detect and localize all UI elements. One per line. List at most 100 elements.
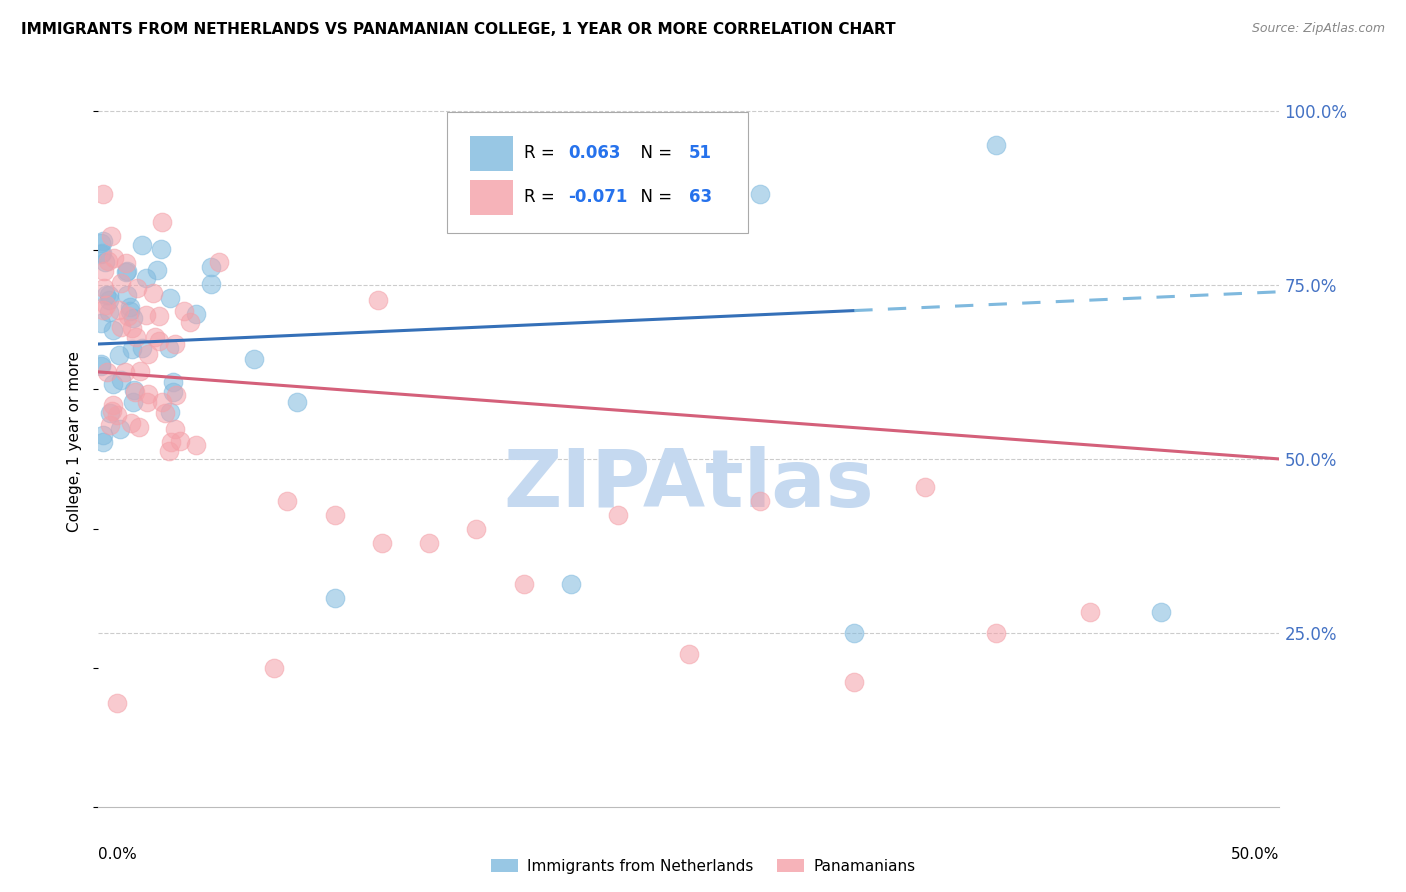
Point: [263, 661, 285, 675]
Point: [98, 288, 121, 302]
Point: [200, 260, 222, 274]
Text: 63: 63: [689, 188, 711, 206]
Point: [157, 341, 180, 355]
Point: [748, 493, 770, 508]
Point: [165, 337, 187, 351]
Point: [121, 310, 143, 325]
Point: [159, 434, 181, 449]
Point: [90, 246, 112, 260]
Point: [844, 626, 866, 640]
Point: [173, 304, 195, 318]
Point: [91, 187, 114, 202]
Point: [97, 305, 120, 319]
Point: [127, 281, 149, 295]
Point: [1080, 605, 1102, 619]
Point: [128, 419, 150, 434]
Point: [138, 387, 160, 401]
Point: [135, 308, 157, 322]
Point: [105, 696, 128, 710]
Point: [367, 293, 389, 307]
Point: [186, 438, 208, 452]
Text: N =: N =: [630, 188, 678, 206]
Point: [90, 246, 112, 260]
Point: [101, 403, 124, 417]
Point: [105, 409, 128, 423]
Point: [131, 341, 153, 355]
Point: [117, 309, 139, 323]
Point: [90, 316, 112, 330]
Point: [115, 256, 138, 270]
Text: IMMIGRANTS FROM NETHERLANDS VS PANAMANIAN COLLEGE, 1 YEAR OR MORE CORRELATION CH: IMMIGRANTS FROM NETHERLANDS VS PANAMANIA…: [21, 22, 896, 37]
Point: [323, 591, 346, 606]
Point: [117, 288, 139, 302]
Point: [155, 406, 177, 420]
Point: [98, 406, 121, 420]
Point: [159, 404, 181, 418]
Point: [184, 308, 207, 322]
Point: [98, 417, 121, 432]
Point: [560, 577, 582, 591]
FancyBboxPatch shape: [447, 112, 748, 233]
Point: [120, 300, 142, 314]
Point: [96, 366, 118, 380]
Y-axis label: College, 1 year or more: College, 1 year or more: [67, 351, 83, 532]
Point: [121, 342, 143, 356]
Point: [678, 647, 700, 661]
Point: [125, 330, 148, 344]
Point: [1150, 605, 1173, 619]
Point: [323, 508, 346, 522]
Point: [169, 434, 191, 448]
Point: [108, 421, 131, 435]
Point: [107, 348, 129, 362]
FancyBboxPatch shape: [471, 179, 513, 215]
Point: [118, 304, 141, 318]
Point: [149, 242, 172, 256]
Point: [162, 385, 184, 400]
Point: [90, 235, 112, 250]
Legend: Immigrants from Netherlands, Panamanians: Immigrants from Netherlands, Panamanians: [485, 853, 921, 880]
Point: [150, 395, 173, 409]
FancyBboxPatch shape: [471, 136, 513, 171]
Point: [114, 365, 136, 379]
Point: [91, 427, 114, 442]
Point: [94, 255, 117, 269]
Point: [146, 263, 169, 277]
Point: [121, 395, 143, 409]
Point: [208, 255, 231, 269]
Point: [101, 376, 124, 391]
Point: [97, 293, 120, 307]
Point: [94, 298, 117, 312]
Point: [748, 187, 770, 202]
Point: [103, 251, 125, 265]
Point: [165, 388, 187, 402]
Point: [607, 508, 630, 522]
Point: [179, 314, 201, 328]
Point: [136, 347, 159, 361]
Point: [136, 394, 159, 409]
Point: [115, 265, 138, 279]
Point: [163, 422, 186, 436]
Text: N =: N =: [630, 145, 678, 162]
Point: [285, 395, 308, 409]
Point: [371, 535, 394, 549]
Point: [93, 281, 115, 295]
Text: 51: 51: [689, 145, 711, 162]
Point: [984, 138, 1007, 153]
Text: R =: R =: [523, 188, 560, 206]
Point: [108, 302, 131, 317]
Point: [110, 320, 132, 334]
Point: [914, 480, 936, 494]
Point: [96, 288, 118, 302]
Point: [110, 373, 132, 387]
Point: [150, 215, 173, 229]
Text: 0.063: 0.063: [568, 145, 621, 162]
Point: [984, 626, 1007, 640]
Point: [465, 522, 488, 536]
Point: [91, 302, 114, 317]
Point: [157, 444, 180, 458]
Point: [242, 352, 264, 367]
Point: [103, 323, 125, 337]
Point: [159, 291, 181, 305]
Point: [124, 385, 146, 400]
Point: [100, 229, 122, 244]
